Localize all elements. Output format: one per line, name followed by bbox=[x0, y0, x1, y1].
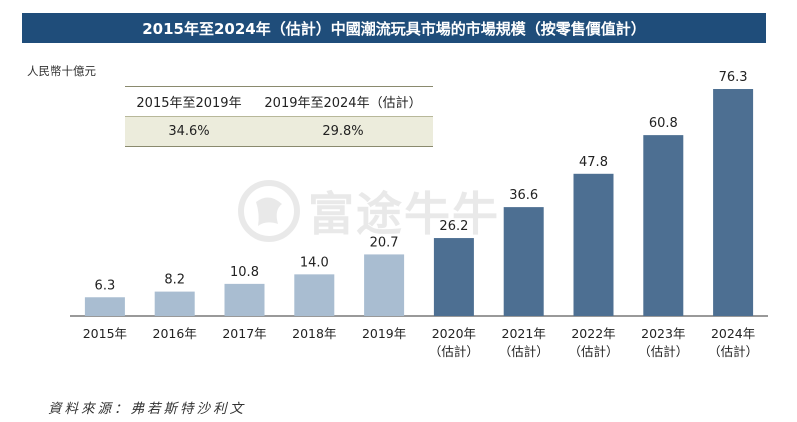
x-tick-label-6: 2021年 bbox=[502, 326, 546, 341]
bar-value-label-6: 36.6 bbox=[509, 188, 538, 203]
cagr-header-row: 2015年至2019年 2019年至2024年（估計） bbox=[125, 86, 433, 116]
bar-value-label-4: 20.7 bbox=[370, 235, 399, 250]
x-tick-label-5: 2020年 bbox=[432, 326, 476, 341]
bar-7 bbox=[573, 173, 614, 316]
bar-value-label-7: 47.8 bbox=[579, 155, 608, 170]
cagr-value-2015-2019: 34.6% bbox=[168, 124, 210, 139]
bar-4 bbox=[364, 254, 405, 316]
bar-value-label-2: 10.8 bbox=[230, 265, 259, 280]
x-tick-label-2: 2017年 bbox=[222, 326, 266, 341]
bar-5 bbox=[433, 238, 474, 316]
cagr-header-2019-2024: 2019年至2024年（估計） bbox=[264, 96, 422, 111]
x-tick-note-9: （估計） bbox=[708, 344, 758, 359]
x-tick-label-8: 2023年 bbox=[641, 326, 685, 341]
x-tick-note-8: （估計） bbox=[638, 344, 688, 359]
x-tick-label-7: 2022年 bbox=[571, 326, 615, 341]
x-tick-note-6: （估計） bbox=[499, 344, 549, 359]
x-tick-label-0: 2015年 bbox=[83, 326, 127, 341]
cagr-value-2019-2024: 29.8% bbox=[322, 124, 364, 139]
bar-2 bbox=[224, 283, 265, 316]
bar-value-label-1: 8.2 bbox=[164, 273, 185, 288]
bar-0 bbox=[84, 297, 125, 316]
cagr-table: 2015年至2019年 2019年至2024年（估計） 34.6% 29.8% bbox=[125, 86, 433, 147]
bar-9 bbox=[713, 89, 754, 316]
bar-value-label-9: 76.3 bbox=[719, 70, 748, 85]
cagr-header-2015-2019: 2015年至2019年 bbox=[136, 96, 242, 111]
bar-chart: 6.3 2015年 8.2 2016年 10.8 2017年 14.0 2018年 20.7 20… bbox=[70, 70, 768, 359]
bar-value-label-3: 14.0 bbox=[300, 255, 329, 270]
bar-value-label-0: 6.3 bbox=[95, 278, 116, 293]
bar-value-label-8: 60.8 bbox=[649, 116, 678, 131]
bar-value-label-5: 26.2 bbox=[439, 219, 468, 234]
cagr-value-row: 34.6% 29.8% bbox=[125, 116, 433, 147]
x-tick-label-1: 2016年 bbox=[153, 326, 197, 341]
x-tick-label-4: 2019年 bbox=[362, 326, 406, 341]
x-tick-note-7: （估計） bbox=[568, 344, 618, 359]
bar-3 bbox=[294, 274, 335, 316]
source-note: 資料來源：弗若斯特沙利文 bbox=[48, 401, 246, 417]
bar-1 bbox=[154, 291, 195, 316]
bar-8 bbox=[643, 135, 684, 316]
x-tick-label-9: 2024年 bbox=[711, 326, 755, 341]
unit-label: 人民幣十億元 bbox=[27, 64, 96, 78]
x-tick-label-3: 2018年 bbox=[292, 326, 336, 341]
x-tick-note-5: （估計） bbox=[429, 344, 479, 359]
chart-title: 2015年至2024年（估計）中國潮流玩具市場的市場規模（按零售價值計） bbox=[22, 13, 766, 43]
bar-6 bbox=[503, 207, 544, 316]
